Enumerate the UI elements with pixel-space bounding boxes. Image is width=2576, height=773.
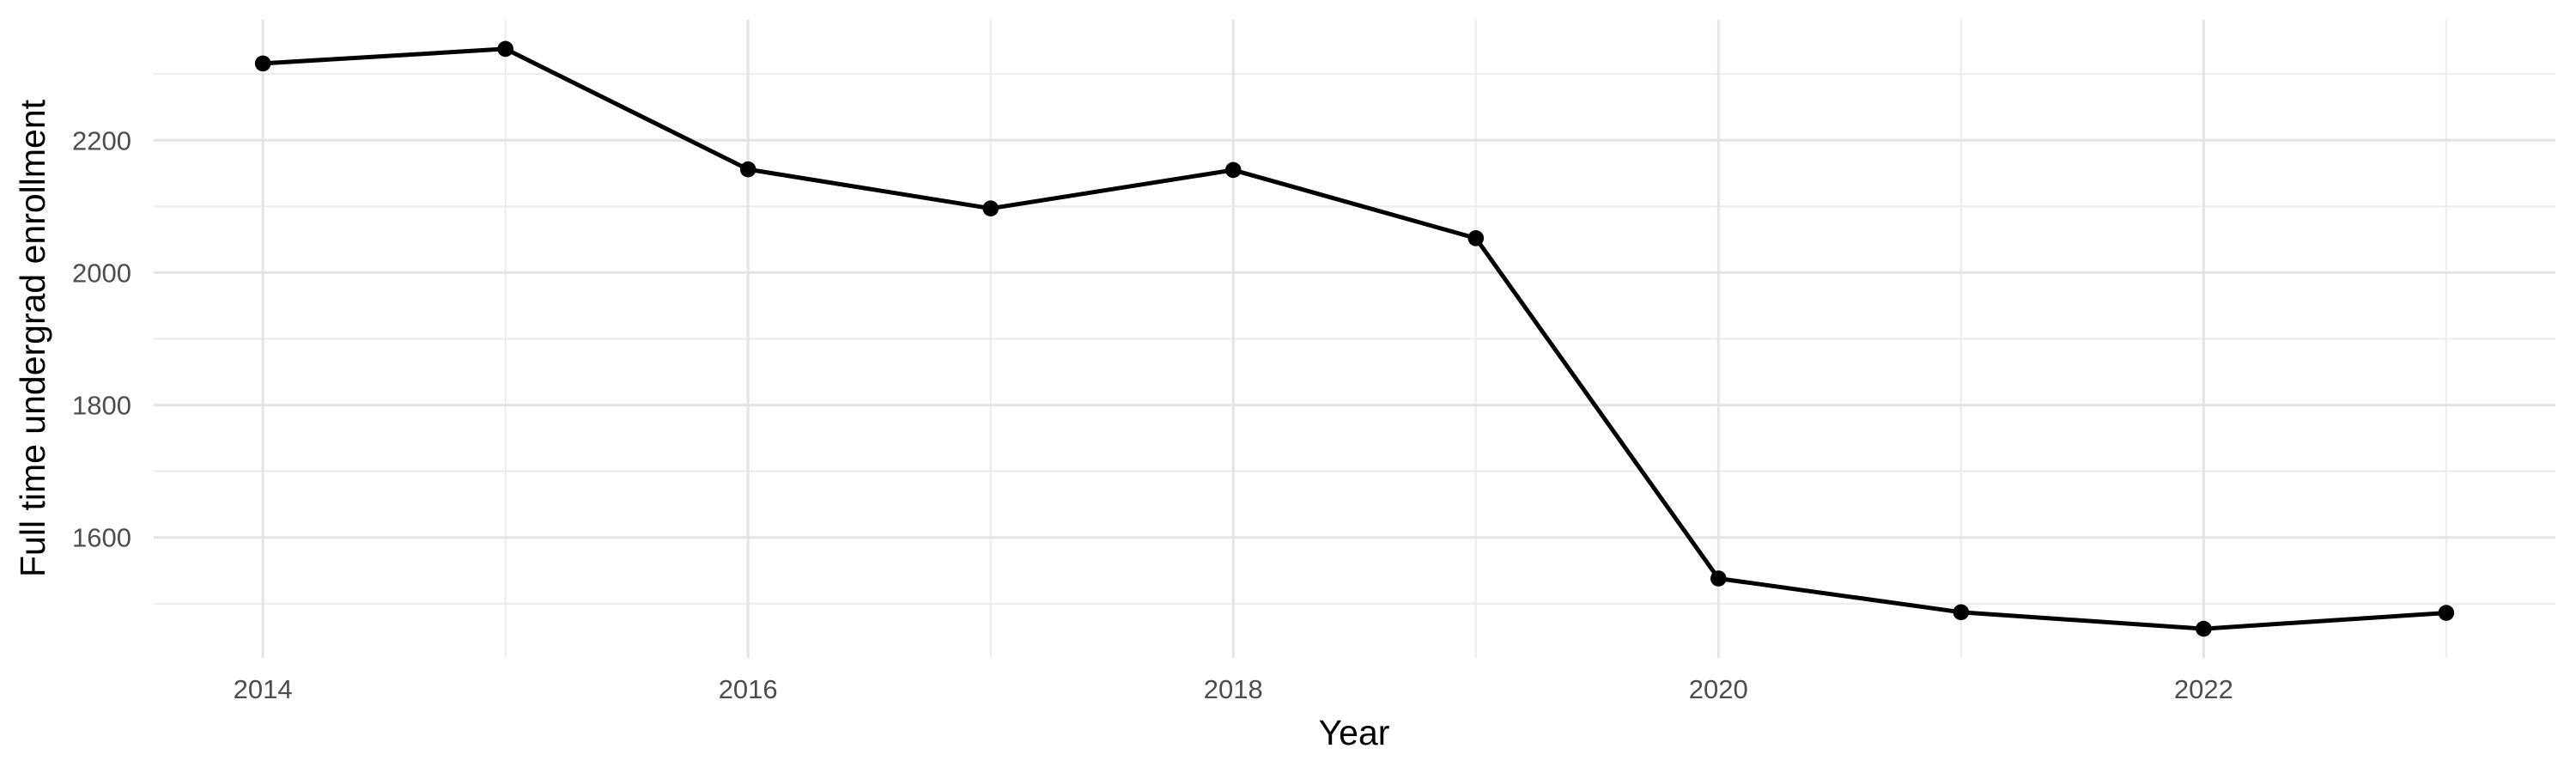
data-point: [254, 55, 271, 72]
y-tick-label: 2000: [72, 258, 131, 288]
data-point: [982, 200, 999, 216]
x-axis-title: Year: [1319, 713, 1390, 752]
data-point: [1467, 230, 1485, 247]
axis-tick-labels: 1600 1800 2000 2200 2014 2016 2018 2020 2022: [72, 125, 2233, 704]
y-axis-title: Full time undergrad enrollment: [13, 99, 52, 577]
data-series-layer: [254, 40, 2455, 637]
data-point: [2196, 620, 2212, 637]
data-point: [1224, 161, 1242, 179]
x-tick-label: 2014: [234, 674, 293, 704]
data-point: [1953, 604, 1970, 621]
data-line: [262, 46, 2447, 631]
data-point: [1710, 570, 1727, 587]
y-tick-label: 1600: [72, 523, 131, 553]
x-tick-label: 2016: [719, 674, 778, 704]
data-point: [739, 161, 756, 178]
gridlines-major: [154, 20, 2555, 658]
x-tick-label: 2022: [2174, 674, 2233, 704]
data-point: [497, 40, 513, 58]
x-tick-label: 2018: [1204, 674, 1263, 704]
x-tick-label: 2020: [1689, 674, 1748, 704]
gridlines-minor: [154, 20, 2555, 658]
data-point: [2438, 605, 2455, 621]
y-tick-label: 2200: [72, 125, 131, 155]
y-tick-label: 1800: [72, 391, 131, 421]
